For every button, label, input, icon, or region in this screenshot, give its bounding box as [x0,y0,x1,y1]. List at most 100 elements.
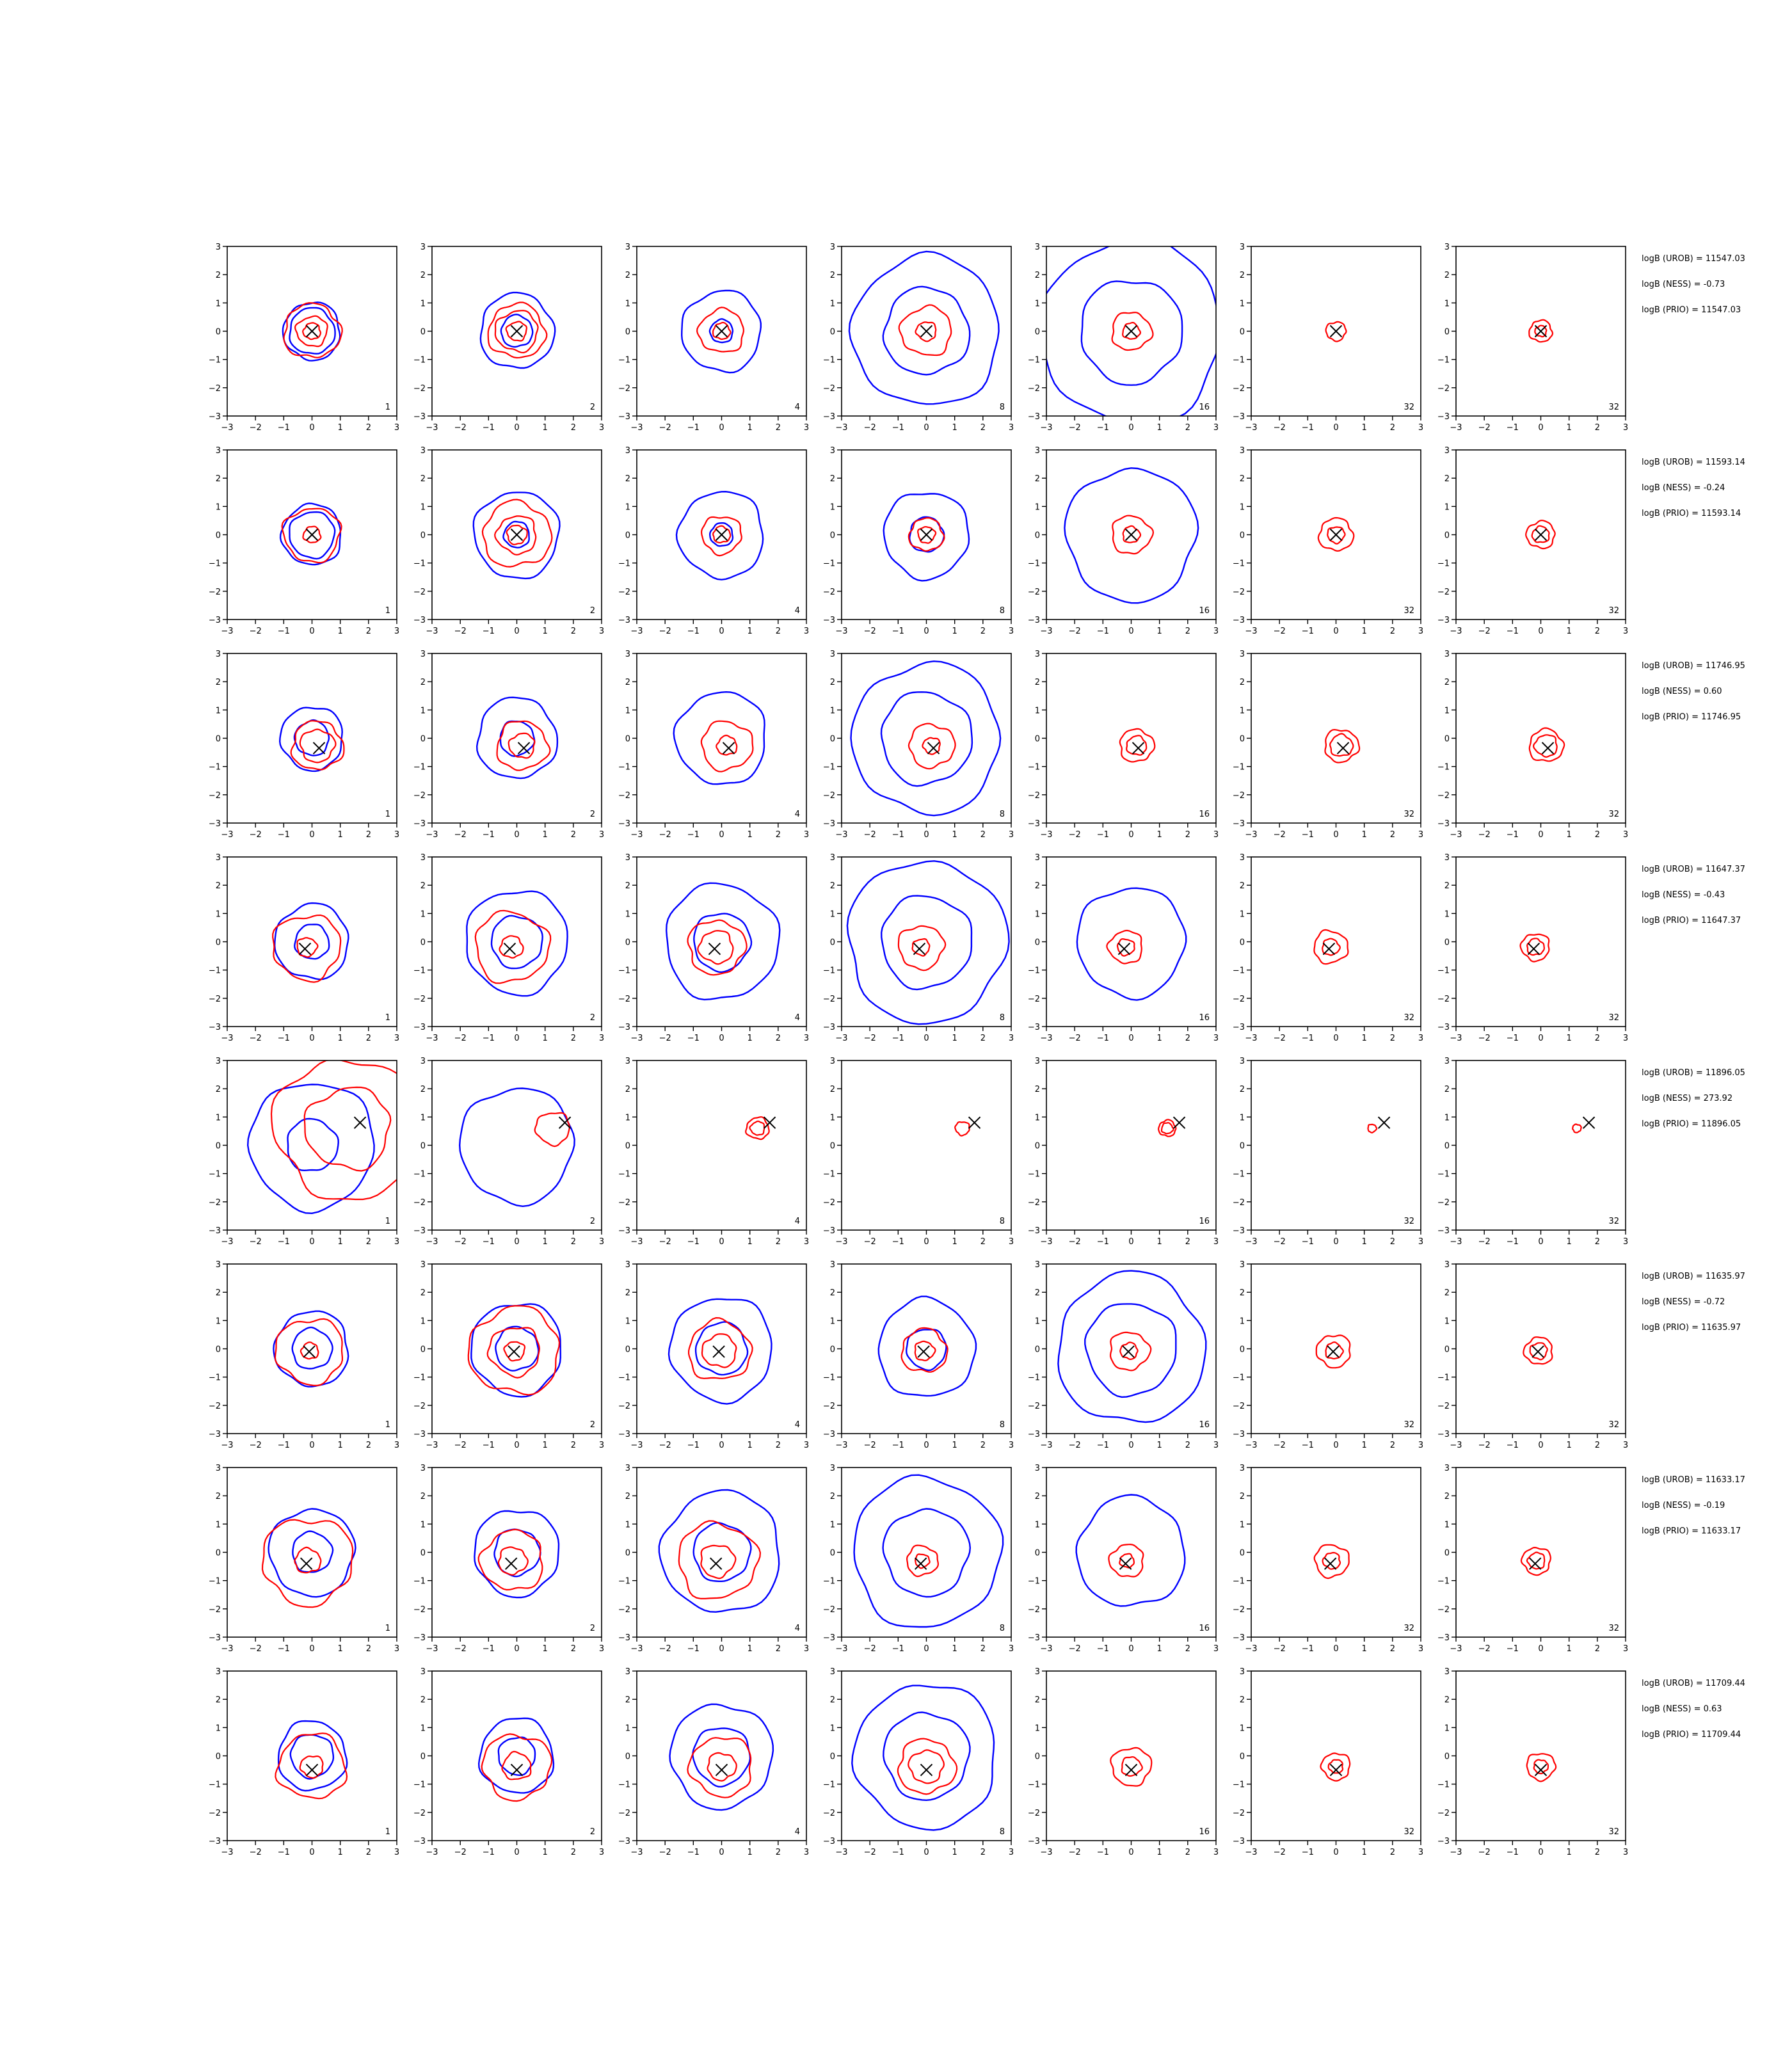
y-tick-label: 0 [830,328,835,337]
y-tick-label: 2 [1035,1288,1040,1298]
y-tick-label: −3 [413,1023,426,1032]
x-tick-label: 1 [1567,423,1572,433]
x-tick-label: 0 [309,627,314,636]
y-tick-label: −3 [1028,1837,1040,1846]
red-contour [1528,319,1554,343]
y-tick-label: 1 [1444,1113,1450,1123]
x-tick-label: −3 [1040,830,1052,840]
y-tick-label: 2 [1444,1085,1450,1094]
truth-marker [1534,324,1548,338]
blue-contour [673,691,765,785]
y-tick-label: −2 [823,1402,835,1411]
x-tick-label: 0 [719,1644,724,1654]
x-tick-label: 2 [1595,1034,1600,1043]
panel-label: 8 [1000,810,1005,819]
x-tick-label: −2 [864,1848,876,1857]
x-tick-label: −1 [278,1237,290,1247]
y-tick-label: −1 [1437,1170,1450,1180]
truth-marker [503,942,516,956]
y-tick-label: 0 [830,938,835,948]
y-tick-label: 2 [1035,1492,1040,1501]
blue-contour [278,707,343,772]
truth-marker [1329,528,1343,541]
blue-contour [882,1508,972,1598]
y-tick-label: 3 [420,853,426,863]
y-tick-label: 1 [420,1724,426,1733]
y-tick-label: −3 [1233,1023,1245,1032]
x-tick-label: 3 [1623,1644,1628,1654]
truth-marker [510,528,524,541]
panel-r7-c2: −3−3 −2 −2 −1 −1 0 0 1 1 2 2 3 3 2 [413,1464,604,1654]
y-tick-label: −2 [1437,791,1450,801]
y-tick-label: −3 [618,1633,630,1643]
truth-marker [298,942,312,956]
y-tick-label: 2 [1240,271,1245,280]
red-contour [906,1544,940,1578]
x-tick-label: −1 [278,1848,290,1857]
y-tick-label: 3 [830,650,835,659]
y-tick-label: −3 [618,1837,630,1846]
x-tick-label: −1 [1302,423,1314,433]
red-contour [1121,1756,1143,1777]
y-tick-label: 0 [1240,1752,1245,1762]
truth-marker [968,1116,981,1129]
red-contour [501,1750,532,1780]
y-tick-label: 3 [420,243,426,252]
red-contour [1519,933,1550,963]
y-tick-label: 0 [420,1345,426,1355]
x-tick-label: 0 [1538,1848,1543,1857]
panel-r3-c7: −3−3 −2 −2 −1 −1 0 0 1 1 2 2 3 3 32 [1437,650,1628,840]
panel-r4-c5: −3−3 −2 −2 −1 −1 0 0 1 1 2 2 3 3 16 [1028,853,1219,1043]
x-tick-label: −1 [687,830,700,840]
x-tick-label: 1 [543,1237,548,1247]
blue-contour [848,250,1000,405]
y-tick-label: 2 [1240,1492,1245,1501]
y-tick-label: −1 [1028,1170,1040,1180]
panel-label: 1 [385,1217,390,1226]
red-contour [1526,938,1545,956]
red-contour [294,1546,322,1574]
panel-r7-c5: −3−3 −2 −2 −1 −1 0 0 1 1 2 2 3 3 16 [1028,1464,1219,1654]
y-tick-label: 2 [216,881,221,891]
x-tick-label: 1 [952,1237,957,1247]
x-tick-label: −3 [1450,1441,1462,1450]
y-tick-label: 1 [1444,1520,1450,1530]
y-tick-label: 3 [216,446,221,456]
red-contour [1367,1123,1378,1134]
x-tick-label: 3 [1623,830,1628,840]
panel-label: 32 [1404,1420,1414,1430]
y-tick-label: −1 [618,1577,630,1587]
y-tick-label: −3 [413,412,426,422]
x-tick-label: −2 [659,1848,671,1857]
x-tick-label: −3 [426,1441,438,1450]
y-tick-label: 3 [420,1667,426,1677]
x-tick-label: −3 [630,1441,643,1450]
x-tick-label: 2 [366,1034,371,1043]
y-tick-label: −2 [413,1809,426,1818]
y-tick-label: 3 [1444,853,1450,863]
y-tick-label: 3 [1444,1667,1450,1677]
x-tick-label: −3 [426,830,438,840]
panel-r2-c7: −3−3 −2 −2 −1 −1 0 0 1 1 2 2 3 3 32 [1437,446,1628,636]
y-tick-label: 2 [830,881,835,891]
blue-contour [287,1117,339,1172]
y-tick-label: −2 [209,791,221,801]
blue-contour [291,1326,333,1370]
x-tick-label: 3 [1623,1237,1628,1247]
y-tick-label: −2 [823,1605,835,1615]
red-contour [678,1520,762,1599]
panel-label: 32 [1404,1827,1414,1837]
blue-contour [1084,1303,1177,1398]
y-tick-label: 3 [216,1464,221,1473]
x-tick-label: 0 [1538,423,1543,433]
truth-marker [715,324,728,338]
y-tick-label: 0 [625,328,630,337]
red-contour [299,1755,324,1779]
x-tick-label: 3 [804,423,809,433]
x-tick-label: −3 [835,1644,847,1654]
x-tick-label: 3 [804,830,809,840]
x-tick-label: −1 [1302,1644,1314,1654]
x-tick-label: −3 [1245,1237,1257,1247]
red-contour [1325,321,1347,342]
y-tick-label: 0 [1444,1549,1450,1558]
